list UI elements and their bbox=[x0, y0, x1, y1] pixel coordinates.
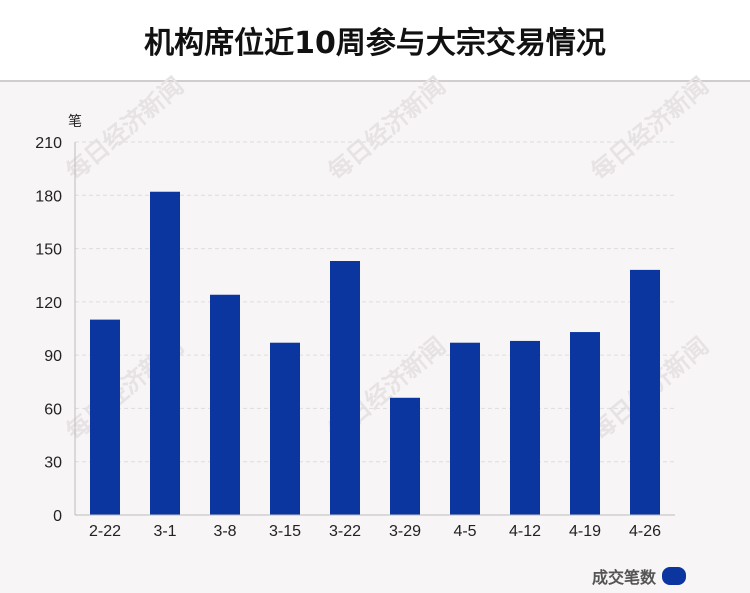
bar bbox=[90, 319, 120, 515]
chart-title: 机构席位近10周参与大宗交易情况 bbox=[144, 26, 606, 61]
x-tick-label: 4-5 bbox=[453, 523, 476, 540]
y-tick-label: 90 bbox=[44, 348, 62, 365]
y-tick-label: 60 bbox=[44, 401, 62, 418]
x-tick-label: 3-29 bbox=[389, 523, 421, 540]
bar bbox=[270, 342, 300, 515]
bar-series bbox=[90, 191, 660, 515]
y-tick-label: 150 bbox=[35, 242, 62, 259]
bar bbox=[630, 269, 660, 515]
watermark-text: 每日经济新闻 bbox=[586, 72, 714, 186]
x-tick-label: 3-15 bbox=[269, 523, 301, 540]
y-axis-ticks: 0 30 60 90 120 150 180 210 bbox=[35, 135, 62, 525]
x-tick-label: 4-26 bbox=[629, 523, 661, 540]
x-tick-label: 4-12 bbox=[509, 523, 541, 540]
legend-label: 成交笔数 bbox=[592, 568, 657, 587]
y-tick-label: 120 bbox=[35, 295, 62, 312]
bar bbox=[330, 261, 360, 515]
watermark-text: 每日经济新闻 bbox=[323, 72, 451, 186]
x-tick-label: 2-22 bbox=[89, 523, 121, 540]
legend-swatch bbox=[662, 567, 687, 585]
x-tick-label: 3-8 bbox=[213, 523, 236, 540]
y-tick-label: 30 bbox=[44, 455, 62, 472]
y-tick-label: 180 bbox=[35, 188, 62, 205]
bar bbox=[210, 294, 240, 515]
bar bbox=[570, 332, 600, 515]
header-bar: 机构席位近10周参与大宗交易情况 bbox=[0, 0, 750, 82]
x-tick-label: 3-1 bbox=[153, 523, 176, 540]
bar bbox=[450, 342, 480, 515]
legend: 成交笔数 bbox=[592, 564, 687, 588]
bar bbox=[390, 397, 420, 515]
x-axis-ticks: 2-22 3-1 3-8 3-15 3-22 3-29 4-5 4-12 4-19 4-26 bbox=[89, 523, 661, 540]
bar bbox=[150, 191, 180, 515]
bar bbox=[510, 340, 540, 515]
y-tick-label: 0 bbox=[53, 508, 62, 525]
y-axis-label: 笔 bbox=[68, 114, 82, 130]
x-tick-label: 3-22 bbox=[329, 523, 361, 540]
y-tick-label: 210 bbox=[35, 135, 62, 152]
x-tick-label: 4-19 bbox=[569, 523, 601, 540]
